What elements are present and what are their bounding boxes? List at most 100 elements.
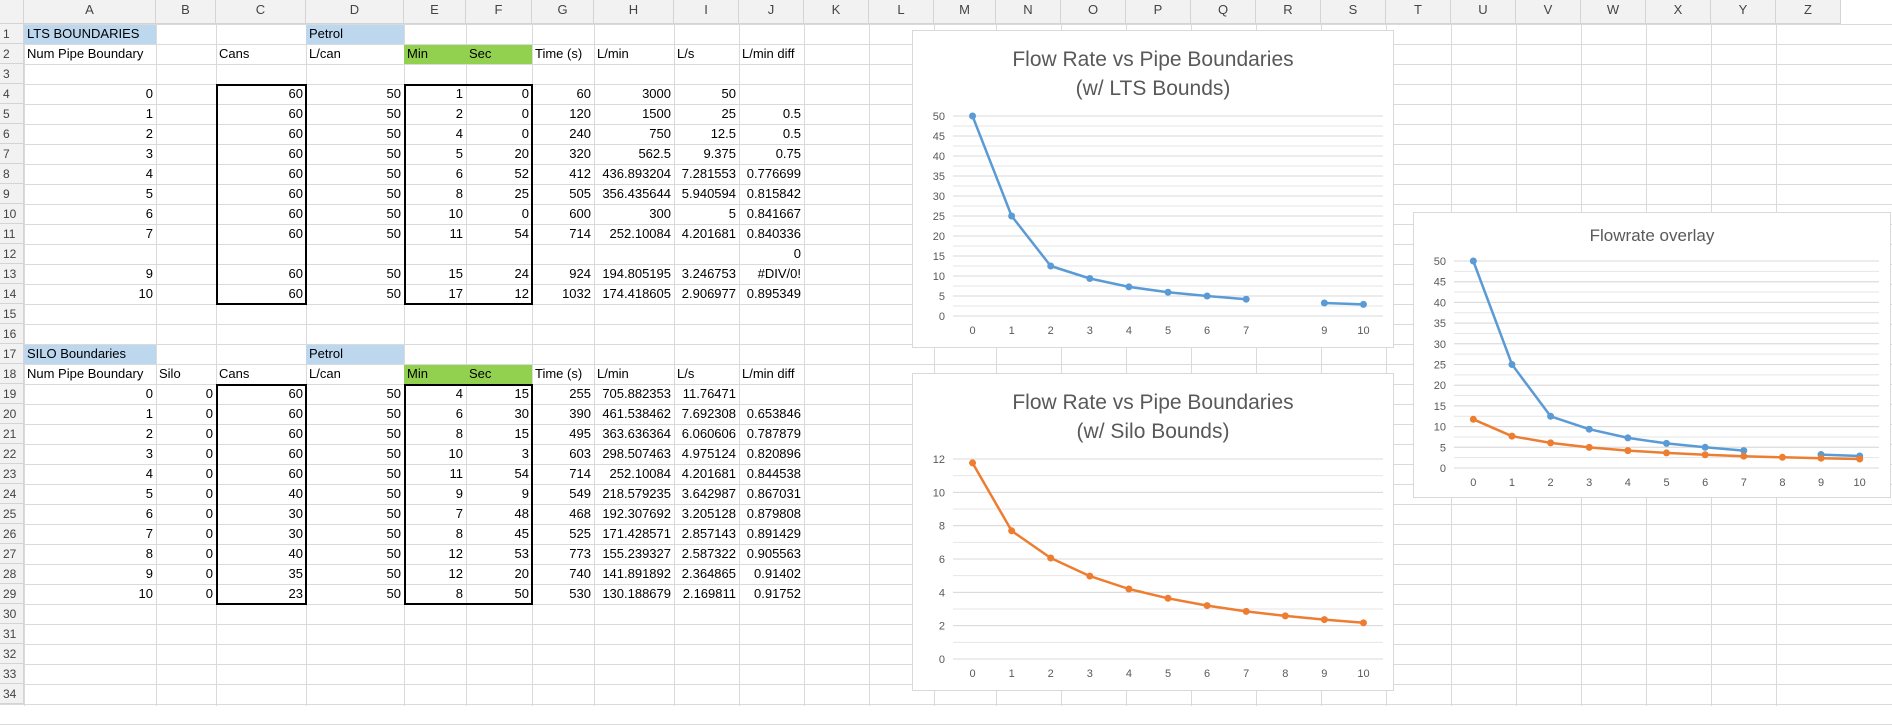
cell[interactable]: 7	[145, 526, 153, 541]
row-header[interactable]: 22	[0, 444, 24, 464]
cell[interactable]: 60	[288, 266, 303, 281]
cell[interactable]: 60	[288, 446, 303, 461]
cell[interactable]: 53	[514, 546, 529, 561]
cell[interactable]: 0	[521, 86, 529, 101]
cell[interactable]: 12	[448, 566, 463, 581]
cell[interactable]: 0.905563	[746, 546, 801, 561]
cell[interactable]: 174.418605	[602, 286, 671, 301]
cell[interactable]: 0.787879	[746, 426, 801, 441]
column-header[interactable]: T	[1386, 0, 1451, 24]
cell[interactable]: 1500	[642, 106, 671, 121]
cell[interactable]: 773	[569, 546, 591, 561]
cell[interactable]: 7.281553	[681, 166, 736, 181]
cell[interactable]: Silo	[159, 366, 181, 381]
cell[interactable]: 54	[514, 226, 529, 241]
cell[interactable]: 0	[521, 126, 529, 141]
cell[interactable]: 50	[514, 586, 529, 601]
cell[interactable]: 0.867031	[746, 486, 801, 501]
cell[interactable]: 5	[145, 186, 153, 201]
cell[interactable]: 436.893204	[602, 166, 671, 181]
row-header[interactable]: 27	[0, 544, 24, 564]
row-header[interactable]: 6	[0, 124, 24, 144]
column-header[interactable]: R	[1256, 0, 1321, 24]
cell[interactable]: 8	[145, 546, 153, 561]
column-header[interactable]: Q	[1191, 0, 1256, 24]
column-header[interactable]: G	[532, 0, 594, 24]
cell[interactable]: 363.636364	[602, 426, 671, 441]
cell[interactable]: 141.891892	[602, 566, 671, 581]
cell[interactable]: 11.76471	[682, 386, 736, 401]
cell[interactable]: 7.692308	[681, 406, 736, 421]
cell[interactable]: L/min diff	[742, 46, 795, 61]
cell[interactable]: 8	[455, 426, 463, 441]
row-header[interactable]: 19	[0, 384, 24, 404]
cell[interactable]: 2	[455, 106, 463, 121]
row-header[interactable]: 23	[0, 464, 24, 484]
cell[interactable]: 48	[514, 506, 529, 521]
cell[interactable]: 2	[145, 426, 153, 441]
cell[interactable]: 12.5	[710, 126, 736, 141]
cell[interactable]: Min	[407, 46, 428, 61]
row-header[interactable]: 15	[0, 304, 24, 324]
cell[interactable]: 10	[138, 286, 153, 301]
cell[interactable]: 495	[569, 426, 591, 441]
row-header[interactable]: 16	[0, 324, 24, 344]
cell[interactable]: 12	[514, 286, 529, 301]
row-header[interactable]: 5	[0, 104, 24, 124]
cell[interactable]: 60	[576, 86, 591, 101]
row-header[interactable]: 12	[0, 244, 24, 264]
cell[interactable]: 714	[569, 466, 591, 481]
cell[interactable]: 0.840336	[746, 226, 801, 241]
chart-flowrate-overlay[interactable]: Flowrate overlay 0 5 10 15 20 25 30 35 40 45 50 0 1 2…	[1413, 212, 1891, 498]
column-header[interactable]: U	[1451, 0, 1516, 24]
cell[interactable]: 0	[205, 446, 213, 461]
cell[interactable]: 155.239327	[602, 546, 671, 561]
cell[interactable]: 50	[721, 86, 736, 101]
cell[interactable]: 60	[288, 426, 303, 441]
cell[interactable]: 30	[514, 406, 529, 421]
cell[interactable]: 924	[569, 266, 591, 281]
cell[interactable]: 50	[386, 406, 401, 421]
cell[interactable]: 6	[455, 166, 463, 181]
cell[interactable]: 60	[288, 166, 303, 181]
cell[interactable]: L/can	[309, 366, 341, 381]
cell[interactable]: 50	[386, 86, 401, 101]
cell[interactable]: 0	[205, 546, 213, 561]
cell[interactable]: 0.879808	[746, 506, 801, 521]
row-header[interactable]: 33	[0, 664, 24, 684]
cell[interactable]: 17	[448, 286, 463, 301]
cell[interactable]: 1	[455, 86, 463, 101]
column-header[interactable]: E	[404, 0, 466, 24]
cell[interactable]: 705.882353	[602, 386, 671, 401]
cell[interactable]: 0	[205, 586, 213, 601]
cell[interactable]: 603	[569, 446, 591, 461]
row-header[interactable]: 31	[0, 624, 24, 644]
cell[interactable]: 30	[288, 506, 303, 521]
cell[interactable]: 50	[386, 546, 401, 561]
cell[interactable]: 0	[521, 206, 529, 221]
cell[interactable]: 7	[455, 506, 463, 521]
cell[interactable]: 252.10084	[609, 226, 671, 241]
column-header[interactable]: J	[739, 0, 804, 24]
row-header[interactable]: 1	[0, 24, 24, 44]
cell[interactable]: 4.975124	[681, 446, 736, 461]
cell[interactable]: 2.857143	[681, 526, 736, 541]
cell[interactable]: 255	[569, 386, 591, 401]
cell[interactable]: 50	[386, 206, 401, 221]
cell[interactable]: 4.201681	[681, 466, 736, 481]
cell[interactable]: 60	[288, 186, 303, 201]
cell[interactable]: 6	[145, 506, 153, 521]
cell[interactable]: 0	[205, 426, 213, 441]
cell[interactable]: 320	[569, 146, 591, 161]
cell[interactable]: 50	[386, 186, 401, 201]
column-header[interactable]: M	[934, 0, 996, 24]
column-header[interactable]: Y	[1711, 0, 1776, 24]
cell[interactable]: 6	[455, 406, 463, 421]
cell[interactable]: 35	[288, 566, 303, 581]
cell[interactable]: 10	[448, 206, 463, 221]
cell[interactable]: 0.895349	[746, 286, 801, 301]
cell[interactable]: 45	[514, 526, 529, 541]
cell[interactable]: 50	[386, 506, 401, 521]
cell[interactable]: 60	[288, 86, 303, 101]
cell[interactable]: 8	[455, 186, 463, 201]
